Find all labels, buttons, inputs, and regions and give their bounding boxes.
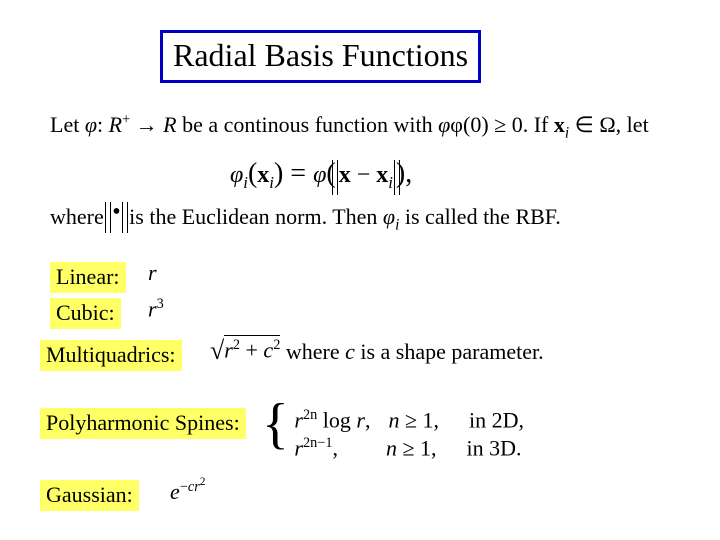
t: x — [339, 162, 351, 188]
t: ∈ Ω, let — [569, 112, 649, 137]
t: x — [257, 162, 269, 188]
expr-multiquadrics: √ r2 + c2 where c is a shape parameter. — [210, 336, 544, 366]
t: → — [130, 112, 163, 137]
brace-icon: { — [262, 396, 289, 452]
t: + — [240, 337, 263, 362]
t: i — [388, 173, 393, 192]
t: φ — [313, 162, 326, 188]
t: 2n−1 — [303, 435, 333, 451]
t: in 2D, — [469, 407, 524, 432]
case-3d: r2n−1, n ≥ 1, in 3D. — [294, 435, 524, 463]
sqrt-icon: √ — [210, 336, 224, 365]
t: r — [224, 337, 233, 362]
label-gaussian: Gaussian: — [40, 480, 139, 511]
highlight-multiquadrics: Multiquadrics: — [40, 340, 182, 371]
highlight-linear: Linear: — [50, 262, 126, 293]
t: e — [170, 479, 180, 504]
t: in 3D. — [467, 435, 522, 460]
t: φ — [383, 204, 395, 229]
highlight-cubic: Cubic: — [50, 298, 121, 329]
label-linear: Linear: — [50, 262, 126, 293]
t: r — [356, 407, 365, 432]
label-polyharmonic: Polyharmonic Spines: — [40, 408, 246, 439]
label-multiquadrics: Multiquadrics: — [40, 340, 182, 371]
label-cubic: Cubic: — [50, 298, 121, 329]
t: , — [365, 407, 371, 432]
t: log — [317, 407, 356, 432]
t: If — [534, 112, 554, 137]
t: −cr2 — [180, 479, 206, 495]
t: ≥ 1, — [402, 435, 436, 460]
t: x — [376, 162, 388, 188]
t: where — [280, 339, 345, 364]
case-2d: r2n log r,n ≥ 1,in 2D, — [294, 407, 524, 435]
t: • — [112, 199, 120, 225]
t: φ — [230, 162, 243, 188]
t: ≥ 1, — [405, 407, 439, 432]
cases: r2n log r,n ≥ 1,in 2D, r2n−1,n ≥ 1,in 3D… — [294, 407, 524, 463]
expr-cubic: r3 — [148, 296, 164, 322]
expr-linear: r — [148, 260, 157, 286]
t: n — [386, 435, 397, 460]
t: : — [97, 112, 109, 137]
t: , — [332, 435, 338, 460]
t: 2 — [233, 337, 240, 353]
t: φ(0) ≥ 0. — [450, 112, 533, 137]
t: r — [294, 407, 303, 432]
t: c — [345, 339, 355, 364]
norm-dot: • — [109, 204, 123, 231]
t: c — [263, 337, 273, 362]
definition-equation: φi(xi) = φ( x − xi ), — [230, 158, 412, 193]
t: 2n — [303, 407, 317, 423]
t: is a shape parameter. — [355, 339, 544, 364]
intro-text: Let φ: R+ → R be a continous function wi… — [50, 110, 690, 144]
t: r — [294, 435, 303, 460]
t: be a continous function with — [177, 112, 439, 137]
t: r — [148, 296, 157, 321]
sqrt-bar: r2 + c2 — [224, 335, 280, 363]
norm-expr: x − xi — [336, 162, 396, 193]
highlight-gaussian: Gaussian: — [40, 480, 139, 511]
norm-explanation: where • is the Euclidean norm. Then φi i… — [50, 204, 561, 234]
expr-polyharmonic: { r2n log r,n ≥ 1,in 2D, r2n−1,n ≥ 1,in … — [262, 394, 524, 463]
t: − — [351, 162, 377, 188]
t: R — [109, 112, 122, 137]
t: where — [50, 204, 109, 229]
t: 2 — [273, 337, 280, 353]
t: is called the RBF. — [399, 204, 560, 229]
t: ( — [248, 158, 257, 189]
highlight-polyharmonic: Polyharmonic Spines: — [40, 408, 246, 439]
t: φ — [85, 112, 97, 137]
t: 3 — [157, 296, 164, 312]
t: + — [122, 112, 130, 128]
t: Let — [50, 112, 85, 137]
t: ) = — [274, 158, 313, 189]
t: is the Euclidean norm. Then — [124, 204, 383, 229]
t: x — [554, 112, 565, 137]
t: n — [388, 407, 399, 432]
expr-gaussian: e−cr2 — [170, 476, 206, 505]
t: φ — [438, 112, 450, 137]
slide-title: Radial Basis Functions — [160, 30, 481, 83]
t: R — [163, 112, 176, 137]
